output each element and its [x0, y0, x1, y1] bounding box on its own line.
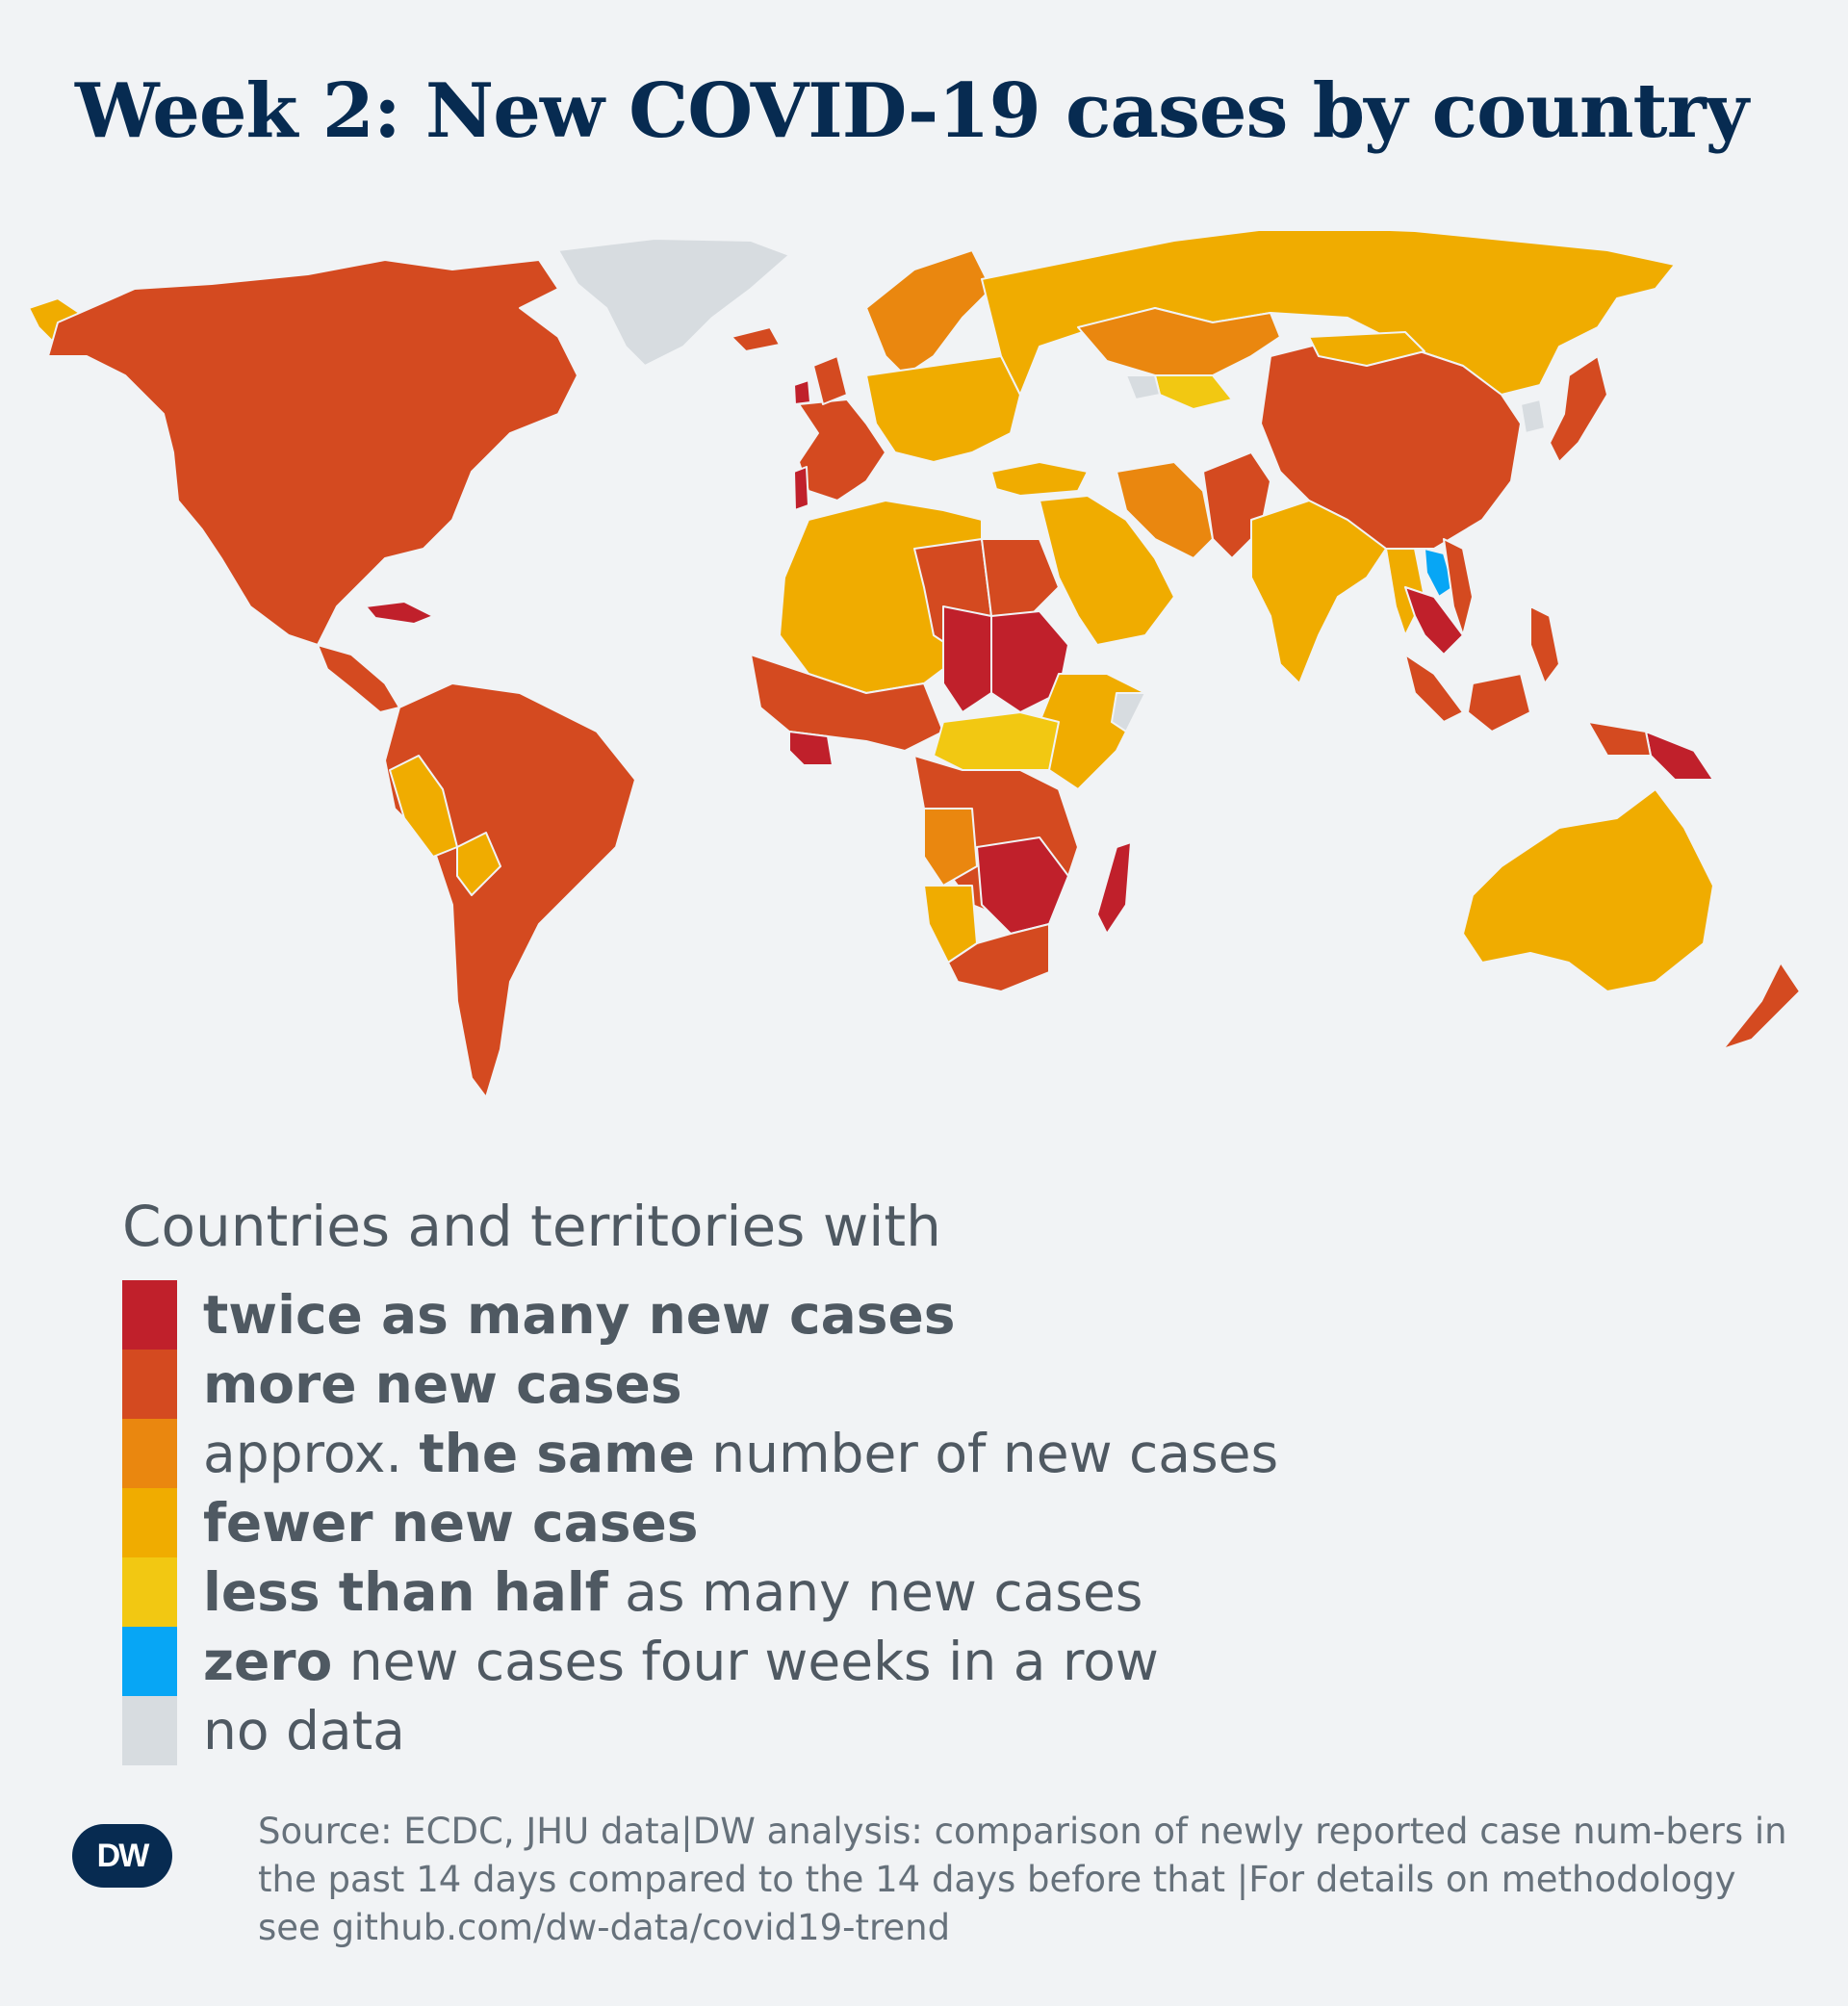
legend-label-emphasis: zero [203, 1631, 333, 1692]
region-south-america [384, 682, 636, 1098]
legend-swatch [122, 1557, 177, 1627]
region-vietnam [1443, 538, 1474, 636]
region-laos [1424, 548, 1454, 598]
legend-label-emphasis: more new cases [203, 1353, 682, 1415]
region-new-guinea-west [1587, 721, 1652, 757]
legend-swatch [122, 1419, 177, 1488]
region-borneo [1467, 673, 1531, 733]
legend-label-emphasis: the same [419, 1423, 695, 1484]
region-korea [1520, 399, 1546, 434]
legend-label-emphasis: fewer new cases [203, 1492, 699, 1554]
legend-label: fewer new cases [203, 1488, 699, 1557]
dw-logo-text: DW [96, 1837, 150, 1874]
region-caribbean [365, 601, 434, 625]
region-scandinavia [865, 249, 992, 376]
region-central-africa-band [933, 711, 1060, 771]
legend-swatch [122, 1627, 177, 1696]
legend-heading: Countries and territories with [122, 1194, 941, 1259]
region-central-asia [1077, 307, 1281, 376]
dw-logo: DW [72, 1824, 172, 1888]
legend-item-same: approx. the same number of new cases [122, 1419, 1278, 1488]
region-chad [942, 605, 992, 713]
region-mongolia [1308, 331, 1425, 367]
region-cote-ivoire-ghana [788, 731, 834, 766]
legend-swatch [122, 1280, 177, 1350]
legend-label-emphasis: twice as many new cases [203, 1284, 956, 1346]
region-turkey [990, 461, 1089, 497]
legend-item-no-data: no data [122, 1696, 1278, 1765]
region-iceland [731, 326, 781, 352]
legend-swatch [122, 1488, 177, 1557]
legend: Countries and territories with twice as … [122, 1194, 1278, 1765]
legend-item-more: more new cases [122, 1350, 1278, 1419]
region-japan [1549, 355, 1608, 463]
legend-swatch [122, 1696, 177, 1765]
legend-label: no data [203, 1696, 405, 1765]
region-central-europe [865, 355, 1021, 463]
region-china [1260, 336, 1522, 550]
legend-label: less than half as many new cases [203, 1557, 1142, 1627]
region-north-america [47, 259, 578, 646]
world-map [19, 231, 1848, 1145]
region-iran [1116, 461, 1214, 559]
legend-item-fewer: fewer new cases [122, 1488, 1278, 1557]
region-uzbekistan [1154, 374, 1233, 410]
legend-label-prefix: approx. [203, 1423, 420, 1484]
legend-label-rest: as many new cases [607, 1561, 1143, 1623]
region-egypt [981, 538, 1060, 617]
legend-item-less-than-half: less than half as many new cases [122, 1557, 1278, 1627]
region-png [1645, 731, 1714, 781]
legend-label-emphasis: less than half [203, 1561, 608, 1623]
legend-swatch [122, 1350, 177, 1419]
legend-item-zero: zero new cases four weeks in a row [122, 1627, 1278, 1696]
legend-label-rest: number of new cases [694, 1423, 1279, 1484]
legend-label: twice as many new cases [203, 1280, 956, 1350]
legend-label-rest: no data [203, 1700, 405, 1762]
legend-label: more new cases [203, 1350, 682, 1419]
legend-label: approx. the same number of new cases [203, 1419, 1278, 1488]
region-thailand-cambodia [1404, 586, 1464, 656]
region-uk [812, 355, 848, 405]
region-western-europe [798, 399, 886, 502]
region-madagascar [1096, 841, 1132, 935]
region-india [1250, 500, 1387, 684]
region-malaysia-indonesia [1404, 654, 1464, 723]
region-greenland [557, 238, 790, 367]
region-turkmenistan [1125, 374, 1161, 400]
source-note: Source: ECDC, JHU data|DW analysis: comp… [258, 1811, 1787, 1948]
region-somalia [1111, 692, 1146, 733]
legend-label: zero new cases four weeks in a row [203, 1627, 1159, 1696]
region-new-zealand [1722, 962, 1801, 1050]
region-south-africa [947, 923, 1050, 992]
region-angola [923, 808, 978, 887]
region-australia [1462, 788, 1714, 992]
region-west-africa [750, 654, 944, 752]
region-portugal [793, 466, 809, 511]
region-philippines [1529, 605, 1560, 684]
legend-item-twice: twice as many new cases [122, 1280, 1278, 1350]
region-middle-east [1039, 495, 1175, 646]
region-central-america [317, 644, 400, 713]
region-bolivia [456, 832, 501, 896]
legend-label-rest: new cases four weeks in a row [332, 1631, 1159, 1692]
chart-title: Week 2: New COVID-19 cases by country [75, 67, 1749, 155]
region-ireland [793, 379, 811, 405]
